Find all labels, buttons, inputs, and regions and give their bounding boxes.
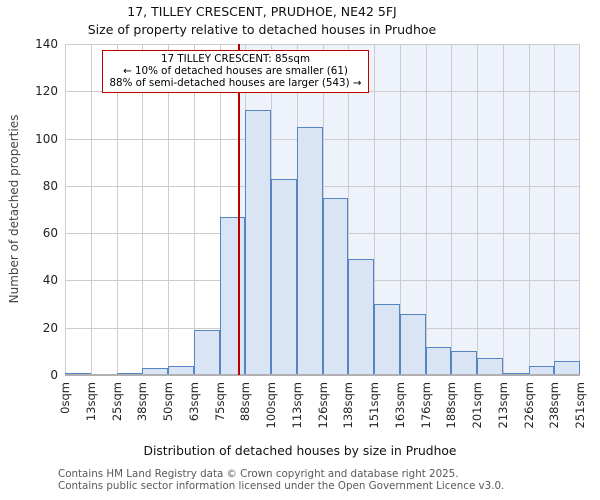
histogram-bar-188sqm: [451, 351, 477, 375]
histogram-bar-100sqm: [271, 178, 297, 375]
x-tick-0sqm: 0sqm: [58, 382, 72, 414]
v-gridline-0: [65, 44, 66, 375]
v-gridline-3: [142, 44, 144, 375]
x-tick-100sqm: 100sqm: [264, 382, 278, 429]
y-tick-20: 20: [42, 320, 58, 335]
v-gridline-6: [219, 44, 221, 375]
x-tick-75sqm: 75sqm: [212, 382, 227, 422]
v-gridline-5: [193, 44, 195, 375]
plot-area: [65, 44, 580, 376]
x-tick-201sqm: 201sqm: [470, 382, 484, 429]
y-tick-0: 0: [50, 368, 58, 382]
y-tick-40: 40: [42, 273, 58, 288]
x-tick-251sqm: 251sqm: [573, 382, 587, 429]
x-tick-126sqm: 126sqm: [315, 382, 330, 429]
x-tick-238sqm: 238sqm: [547, 382, 562, 429]
v-gridline-2: [116, 44, 118, 375]
v-gridline-19: [554, 44, 556, 375]
page-subtitle: Size of property relative to detached ho…: [87, 22, 437, 37]
y-tick-60: 60: [42, 226, 58, 241]
x-tick-188sqm: 188sqm: [444, 382, 459, 429]
footer-line-1: Contains HM Land Registry data © Crown c…: [58, 468, 459, 480]
v-gridline-18: [528, 44, 530, 375]
v-gridline-16: [477, 44, 478, 375]
v-gridline-17: [502, 44, 504, 375]
v-gridline-12: [374, 44, 375, 375]
property-size-marker-line: [238, 44, 241, 375]
x-tick-163sqm: 163sqm: [392, 382, 407, 429]
histogram-bar-75sqm: [219, 216, 246, 375]
x-tick-113sqm: 113sqm: [289, 382, 304, 429]
histogram-bar-176sqm: [425, 346, 452, 375]
histogram-bar-201sqm: [477, 358, 503, 375]
x-tick-213sqm: 213sqm: [495, 382, 510, 429]
x-tick-88sqm: 88sqm: [238, 382, 253, 422]
property-annotation-box: 17 TILLEY CRESCENT: 85sqm ← 10% of detac…: [102, 50, 369, 93]
x-tick-38sqm: 38sqm: [135, 382, 150, 422]
x-tick-13sqm: 13sqm: [83, 382, 98, 422]
annotation-line-2: ← 10% of detached houses are smaller (61…: [123, 65, 348, 77]
v-gridline-13: [399, 44, 401, 375]
annotation-line-3: 88% of semi-detached houses are larger (…: [109, 77, 362, 89]
x-tick-151sqm: 151sqm: [367, 382, 381, 429]
x-tick-63sqm: 63sqm: [186, 382, 201, 422]
histogram-bar-138sqm: [348, 259, 374, 375]
x-tick-50sqm: 50sqm: [161, 382, 175, 422]
histogram-bar-113sqm: [296, 126, 323, 375]
annotation-line-1: 17 TILLEY CRESCENT: 85sqm: [161, 53, 310, 65]
v-gridline-11: [348, 44, 350, 375]
y-tick-120: 120: [35, 84, 58, 99]
x-tick-226sqm: 226sqm: [521, 382, 536, 429]
x-tick-138sqm: 138sqm: [341, 382, 356, 429]
histogram-bar-163sqm: [399, 313, 426, 375]
x-tick-25sqm: 25sqm: [109, 382, 124, 422]
histogram-bar-88sqm: [245, 110, 271, 375]
y-tick-100: 100: [35, 131, 58, 146]
x-axis-line: [65, 374, 580, 376]
page-title: 17, TILLEY CRESCENT, PRUDHOE, NE42 5FJ: [127, 4, 397, 19]
histogram-bar-151sqm: [374, 304, 400, 375]
v-gridline-15: [451, 44, 453, 375]
footer-line-2: Contains public sector information licen…: [58, 479, 505, 492]
y-tick-80: 80: [42, 178, 58, 193]
histogram-bar-238sqm: [554, 360, 580, 375]
v-gridline-14: [425, 44, 427, 375]
histogram-bar-126sqm: [322, 197, 349, 375]
x-tick-176sqm: 176sqm: [418, 382, 433, 429]
v-gridline-4: [168, 44, 169, 375]
v-gridline-1: [90, 44, 92, 375]
attribution-footer: Contains HM Land Registry data © Crown c…: [58, 468, 505, 492]
x-axis-label: Distribution of detached houses by size …: [143, 444, 457, 458]
v-gridline-20: [579, 44, 580, 375]
histogram-bar-63sqm: [193, 330, 220, 375]
y-tick-140: 140: [35, 37, 58, 51]
